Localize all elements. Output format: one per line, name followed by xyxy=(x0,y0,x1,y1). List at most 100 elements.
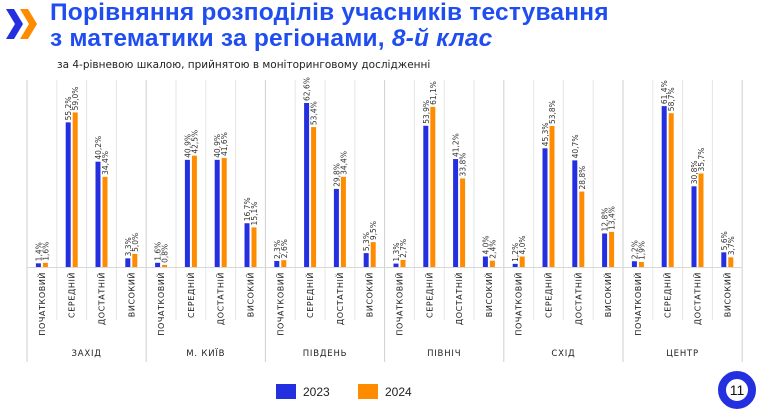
bar-2023 xyxy=(274,260,280,267)
level-label: ДОСТАТНІЙ xyxy=(215,272,226,325)
legend-swatch-2024 xyxy=(358,384,378,399)
level-label: ДОСТАТНІЙ xyxy=(334,272,345,325)
region-label: ЗАХІД xyxy=(71,349,101,359)
bar-2024 xyxy=(519,256,525,267)
bar-2024 xyxy=(698,173,704,267)
level-label: ВИСОКИЙ xyxy=(602,272,613,317)
level-label: СЕРЕДНІЙ xyxy=(185,272,196,318)
level-label: ДОСТАТНІЙ xyxy=(96,272,107,325)
page-title: Порівняння розподілів учасників тестуван… xyxy=(50,0,609,52)
bar-2024 xyxy=(251,227,257,267)
bar-2023 xyxy=(512,263,518,267)
bar-2024 xyxy=(191,155,197,267)
data-label-2024: 34,4% xyxy=(339,151,348,175)
subtitle: за 4-рівневою шкалою, прийнятою в моніто… xyxy=(57,59,431,71)
bar-2023 xyxy=(453,159,459,267)
legend-swatch-2023 xyxy=(276,384,296,399)
data-label-2024: 9,5% xyxy=(369,221,378,240)
page-number: 11 xyxy=(729,382,745,398)
data-label-2023: 61,4% xyxy=(660,80,669,104)
data-label-2024: 41,6% xyxy=(220,132,229,156)
bar-2024 xyxy=(579,191,585,267)
bar-2024 xyxy=(400,259,406,267)
bar-2024 xyxy=(72,112,78,267)
data-label-2023: 1,3% xyxy=(392,243,401,262)
bar-2023 xyxy=(184,159,190,267)
level-label: СЕРЕДНІЙ xyxy=(304,272,315,318)
data-label-2024: 2,7% xyxy=(399,239,408,258)
data-label-2023: 62,6% xyxy=(303,77,312,101)
bar-2023 xyxy=(333,188,339,267)
data-label-2024: 13,4% xyxy=(608,206,617,230)
bar-2023 xyxy=(304,102,310,267)
data-label-2023: 1,2% xyxy=(511,243,520,262)
bar-2024 xyxy=(311,127,317,267)
bar-2023 xyxy=(691,186,697,267)
data-label-2023: 2,3% xyxy=(273,240,282,259)
bar-2023 xyxy=(661,106,667,267)
level-label: ВИСОКИЙ xyxy=(483,272,494,317)
region-label: ЦЕНТР xyxy=(666,349,699,359)
region-label: ПІВДЕНЬ xyxy=(303,349,348,359)
data-label-2024: 15,1% xyxy=(250,202,259,226)
level-label: ВИСОКИЙ xyxy=(125,272,136,317)
chevrons-logo-icon xyxy=(6,9,37,39)
data-label-2024: 53,8% xyxy=(548,100,557,124)
bar-2023 xyxy=(482,256,488,267)
level-label: СЕРЕДНІЙ xyxy=(423,272,434,318)
legend-label-2023: 2023 xyxy=(303,384,330,399)
level-label: ВИСОКИЙ xyxy=(364,272,375,317)
data-label-2024: 28,8% xyxy=(578,166,587,190)
data-label-2023: 40,9% xyxy=(213,134,222,158)
data-label-2024: 59,0% xyxy=(71,87,80,111)
bar-2024 xyxy=(102,176,108,267)
data-label-2023: 5,3% xyxy=(362,232,371,251)
data-label-2024: 61,1% xyxy=(429,81,438,105)
legend-item-2024: 2024 xyxy=(358,384,412,399)
data-label-2023: 45,3% xyxy=(541,122,550,146)
data-label-2024: 53,4% xyxy=(310,101,319,125)
data-label-2023: 41,2% xyxy=(452,133,461,157)
data-label-2024: 2,6% xyxy=(280,239,289,258)
title-text: з математики за регіонами, xyxy=(50,25,392,52)
title-grade: 8-й клас xyxy=(391,25,493,52)
level-label: СЕРЕДНІЙ xyxy=(662,272,673,318)
bar-2023 xyxy=(125,258,131,267)
bar-2023 xyxy=(214,159,220,267)
data-label-2023: 5,6% xyxy=(720,231,729,250)
data-label-2024: 4,0% xyxy=(518,235,527,254)
data-label-2023: 29,8% xyxy=(332,163,341,187)
data-label-2023: 3,3% xyxy=(124,237,133,256)
bar-2023 xyxy=(244,223,250,267)
bar-2024 xyxy=(370,242,376,267)
data-label-2023: 4,0% xyxy=(481,235,490,254)
data-label-2023: 12,8% xyxy=(601,208,610,232)
level-label: ПОЧАТКОВИЙ xyxy=(513,272,524,336)
data-label-2024: 3,7% xyxy=(727,236,736,255)
bar-2024 xyxy=(489,260,495,267)
legend-item-2023: 2023 xyxy=(276,384,330,399)
legend-label-2024: 2024 xyxy=(385,384,412,399)
data-label-2024: 2,4% xyxy=(488,240,497,259)
data-label-2024: 33,8% xyxy=(459,153,468,177)
data-label-2023: 40,9% xyxy=(183,134,192,158)
region-label: ПІВНІЧ xyxy=(427,349,461,359)
data-label-2023: 2,2% xyxy=(630,240,639,259)
bar-2023 xyxy=(363,253,369,267)
data-label-2024: 34,4% xyxy=(101,151,110,175)
bar-2023 xyxy=(602,233,608,267)
data-label-2023: 1,6% xyxy=(154,242,163,261)
level-label: СЕРЕДНІЙ xyxy=(66,272,77,318)
level-label: ПОЧАТКОВИЙ xyxy=(36,272,47,336)
region-label: СХІД xyxy=(551,349,575,359)
bar-2024 xyxy=(42,262,48,267)
bar-2023 xyxy=(721,252,727,267)
data-label-2024: 35,7% xyxy=(697,148,706,172)
title-line-2: з математики за регіонами, 8-й клас xyxy=(50,26,609,52)
bar-2024 xyxy=(728,257,734,267)
bar-2024 xyxy=(221,158,227,267)
bar-2024 xyxy=(162,264,168,267)
level-label: ВИСОКИЙ xyxy=(245,272,256,317)
data-label-2023: 55,2% xyxy=(64,97,73,121)
bar-2024 xyxy=(460,178,466,267)
